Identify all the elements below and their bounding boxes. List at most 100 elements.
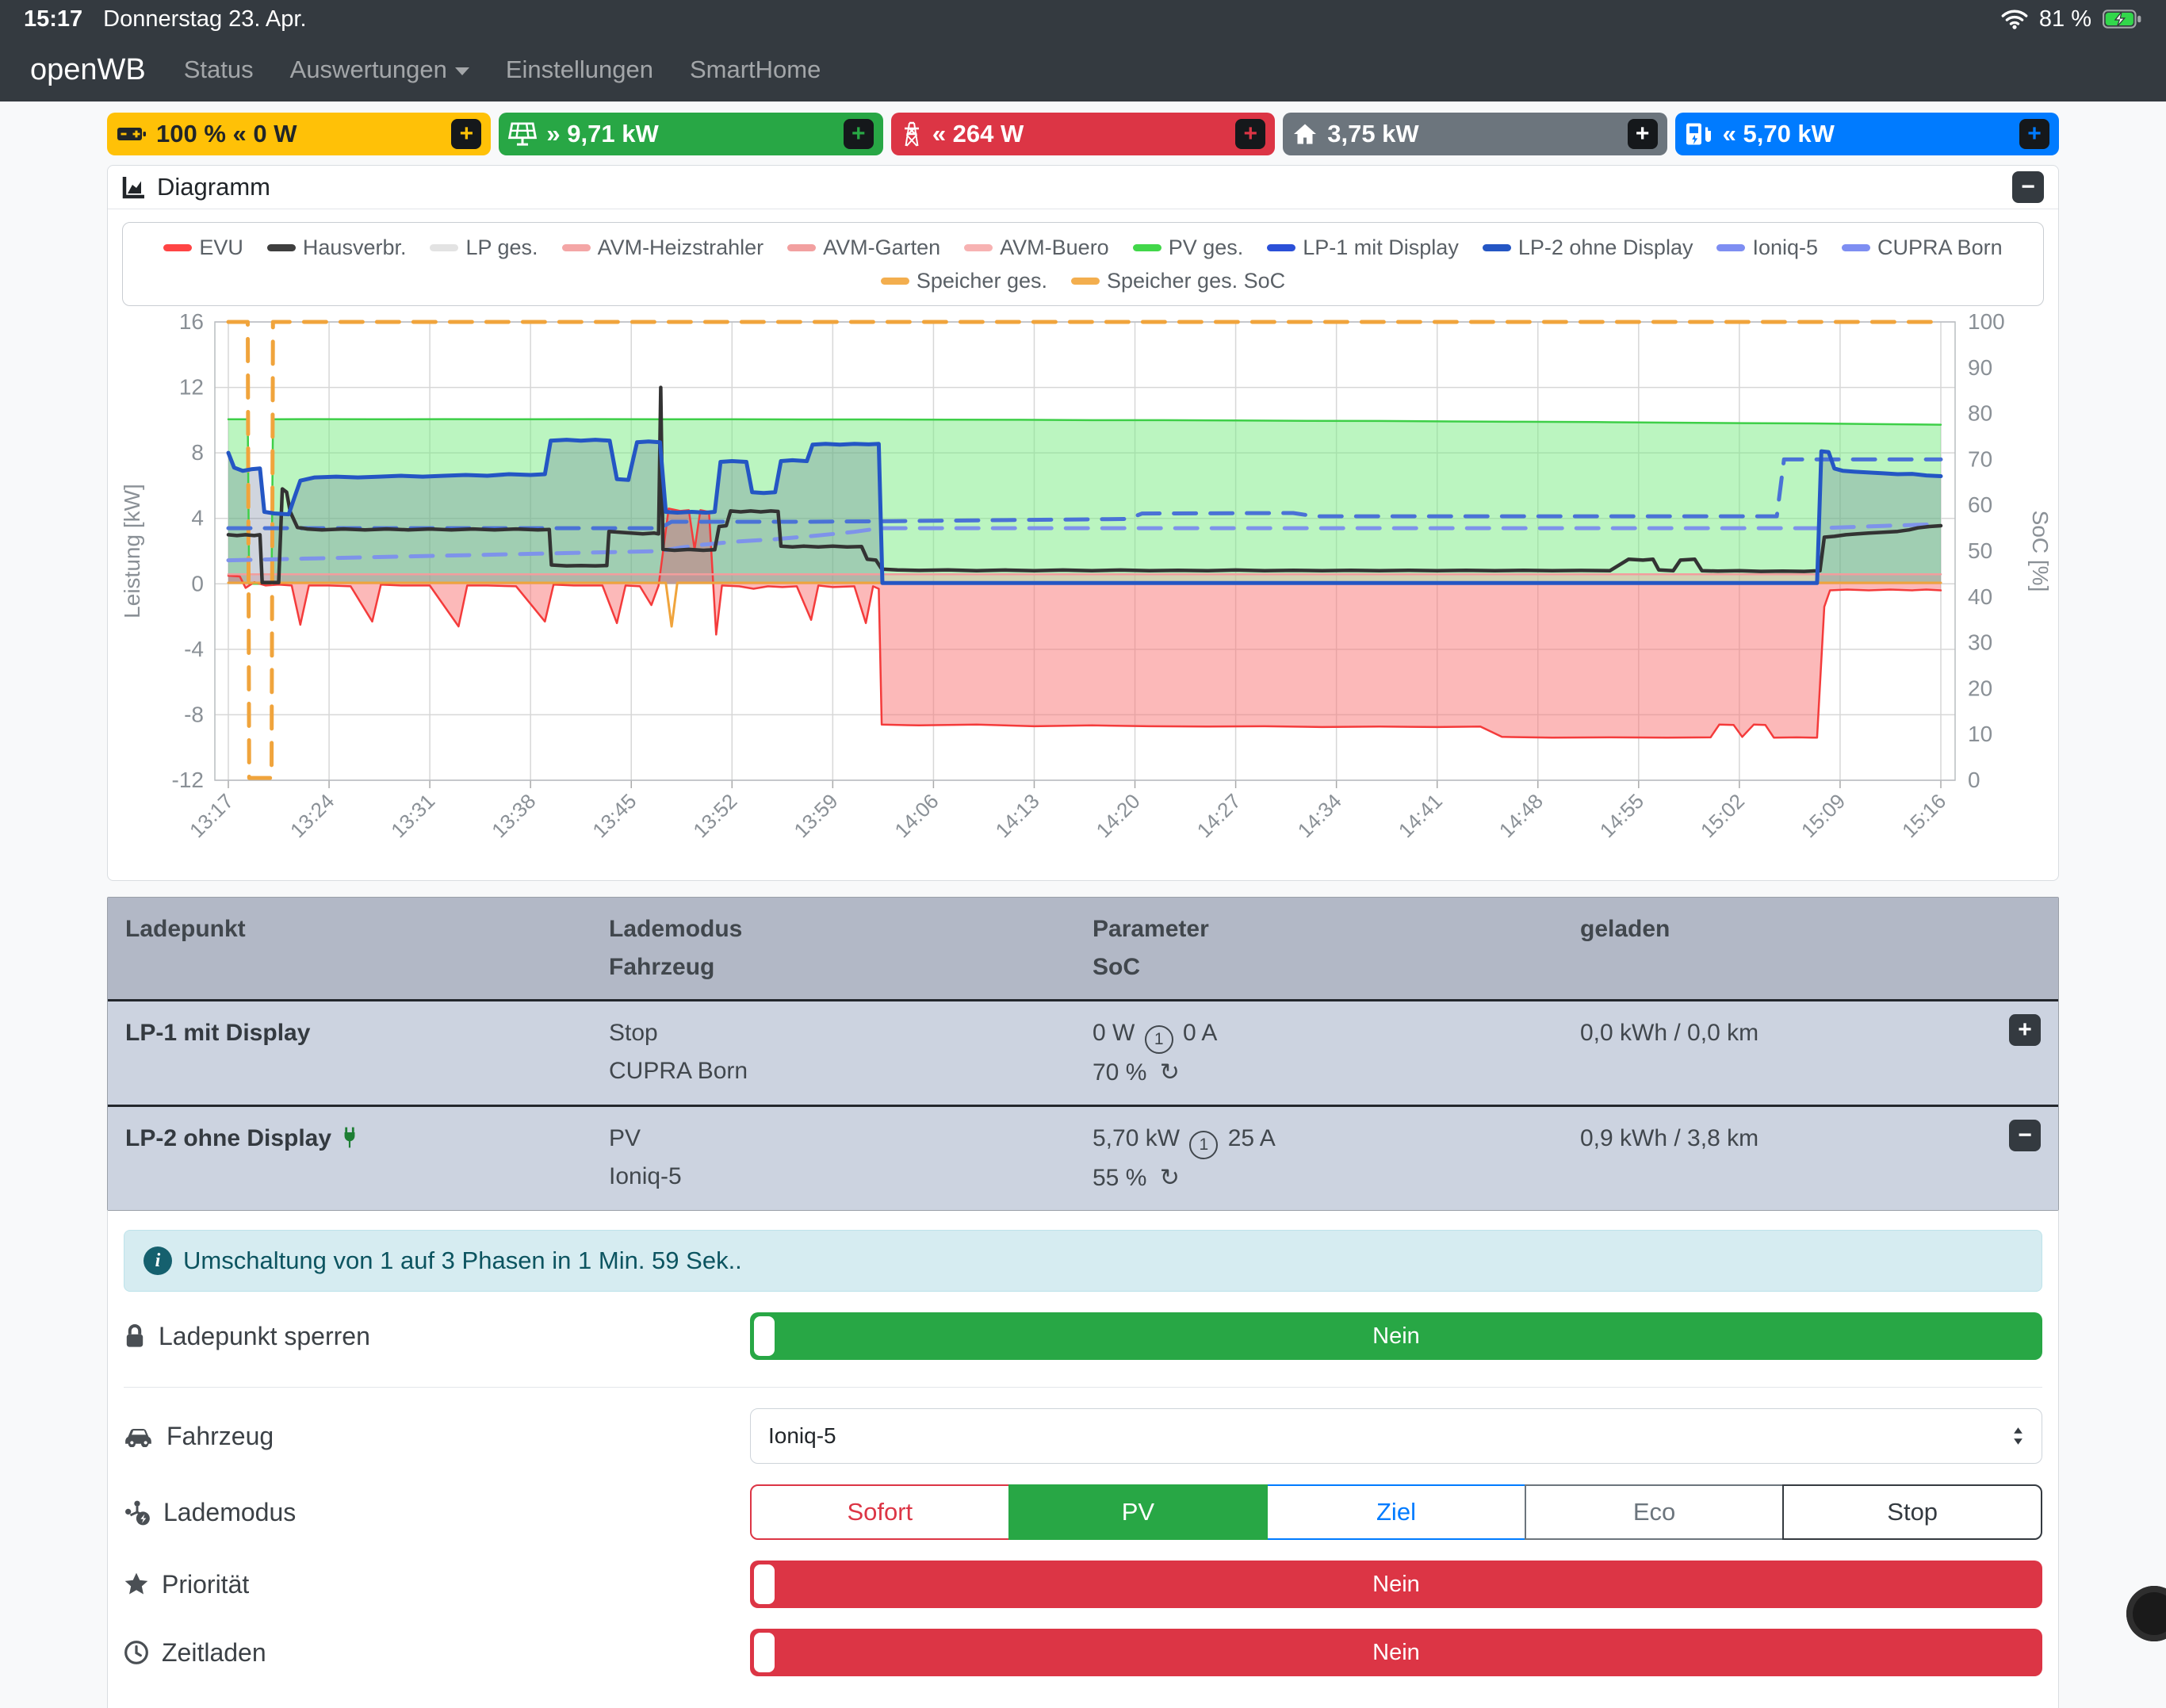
svg-text:14:41: 14:41 — [1394, 789, 1447, 842]
legend-label: AVM-Heizstrahler — [597, 236, 764, 259]
badge-charging-value: « 5,70 kW — [1722, 120, 1835, 147]
svg-text:15:02: 15:02 — [1696, 789, 1749, 842]
badge-battery[interactable]: 100 % « 0 W + — [107, 113, 492, 155]
soc-refresh-icon[interactable]: ↻ — [1159, 1059, 1180, 1086]
nav-item-einstellungen[interactable]: Einstellungen — [506, 56, 653, 84]
nav-item-status[interactable]: Status — [184, 56, 254, 84]
priority-toggle[interactable]: Nein — [750, 1561, 2042, 1608]
legend-label: LP-2 ohne Display — [1517, 236, 1693, 259]
legend-item[interactable]: AVM-Heizstrahler — [561, 231, 764, 264]
priority-toggle-value: Nein — [1372, 1571, 1420, 1597]
vehicle-select-value: Ioniq-5 — [768, 1423, 836, 1448]
brand-openwb[interactable]: openWB — [30, 52, 146, 86]
svg-text:20: 20 — [1968, 676, 1992, 700]
badge-house-expand-button[interactable]: + — [1627, 119, 1658, 149]
legend-swatch — [561, 243, 591, 251]
svg-text:14:34: 14:34 — [1293, 789, 1346, 842]
nav-item-smarthome[interactable]: SmartHome — [690, 56, 821, 84]
svg-text:15:09: 15:09 — [1797, 789, 1850, 842]
header-parameter: Parameter — [1093, 916, 1209, 942]
badge-house-value: 3,75 kW — [1327, 120, 1419, 147]
phases-icon: 1 — [1144, 1025, 1173, 1054]
legend-item[interactable]: Hausverbr. — [266, 231, 406, 264]
lock-toggle[interactable]: Nein — [750, 1312, 2042, 1360]
svg-text:40: 40 — [1968, 584, 1992, 609]
legend-label: LP-1 mit Display — [1303, 236, 1459, 259]
legend-item[interactable]: CUPRA Born — [1842, 231, 2003, 264]
legend-swatch — [1716, 243, 1746, 251]
status-date: Donnerstag 23. Apr. — [103, 6, 307, 32]
timecharge-row: Zeitladen Nein — [124, 1629, 2042, 1676]
legend-item[interactable]: PV ges. — [1132, 231, 1244, 264]
toggle-knob[interactable] — [754, 1316, 775, 1356]
mode-vehicle-cell[interactable]: Stop CUPRA Born — [591, 1001, 1075, 1105]
plug-connected-icon — [341, 1120, 358, 1149]
mode-button-ziel[interactable]: Ziel — [1266, 1484, 1526, 1540]
chart-area: 13:17 13:24 13:31 13:38 13:45 13:52 13:59 14:06… — [108, 309, 2058, 880]
chargepoint-mode: Stop — [609, 1020, 658, 1046]
badge-charging[interactable]: « 5,70 kW + — [1674, 113, 2060, 155]
toggle-knob[interactable] — [754, 1564, 775, 1604]
svg-text:0: 0 — [1968, 768, 1980, 792]
soc-refresh-icon[interactable]: ↻ — [1159, 1164, 1180, 1192]
timecharge-toggle[interactable]: Nein — [750, 1629, 2042, 1676]
svg-text:13:59: 13:59 — [789, 789, 842, 842]
legend-item[interactable]: Speicher ges. — [880, 264, 1047, 297]
vehicle-label: Fahrzeug — [166, 1421, 274, 1450]
header-soc: SoC — [1093, 954, 1140, 980]
badge-pv-value: » 9,71 kW — [546, 120, 659, 147]
vehicle-select[interactable]: Ioniq-5 — [750, 1408, 2042, 1464]
chart-area-icon — [122, 175, 146, 199]
mode-button-sofort[interactable]: Sofort — [750, 1484, 1010, 1540]
svg-text:Leistung [kW]: Leistung [kW] — [120, 484, 144, 618]
mode-vehicle-cell[interactable]: PV Ioniq-5 — [591, 1107, 1075, 1210]
lock-row: Ladepunkt sperren Nein — [124, 1312, 2042, 1360]
legend-item[interactable]: AVM-Garten — [787, 231, 940, 264]
chargepoint-mode: PV — [609, 1125, 641, 1151]
badge-grid[interactable]: « 264 W + — [890, 113, 1276, 155]
battery-icon — [117, 124, 147, 144]
charged-value: 0,0 kWh / 0,0 km — [1580, 1020, 1759, 1046]
charging-station-icon — [1685, 121, 1713, 147]
legend-swatch — [964, 243, 993, 251]
nav-item-auswertungen[interactable]: Auswertungen — [290, 56, 469, 84]
legend-item[interactable]: LP-1 mit Display — [1267, 231, 1459, 264]
svg-text:90: 90 — [1968, 355, 1992, 380]
legend-item[interactable]: EVU — [163, 231, 243, 264]
legend-item[interactable]: LP-2 ohne Display — [1482, 231, 1693, 264]
mode-button-pv[interactable]: PV — [1008, 1484, 1269, 1540]
header-lademodus: Lademodus — [609, 916, 743, 942]
chargepoint-settings: i Umschaltung von 1 auf 3 Phasen in 1 Mi… — [107, 1211, 2059, 1708]
row-expand-button[interactable]: + — [2009, 1014, 2041, 1046]
legend-item[interactable]: Speicher ges. SoC — [1070, 264, 1285, 297]
legend-label: PV ges. — [1168, 236, 1244, 259]
select-chevrons-icon — [2012, 1426, 2024, 1446]
svg-text:8: 8 — [191, 440, 204, 465]
badge-grid-expand-button[interactable]: + — [1235, 119, 1266, 149]
toggle-knob[interactable] — [754, 1633, 775, 1672]
svg-text:13:38: 13:38 — [487, 789, 540, 842]
legend-item[interactable]: Ioniq-5 — [1716, 231, 1818, 264]
legend-label: Speicher ges. — [916, 269, 1047, 293]
row-expand-button[interactable]: − — [2009, 1120, 2041, 1151]
app-navbar: openWB Status Auswertungen Einstellungen Sm… — [0, 38, 2166, 101]
mode-button-stop[interactable]: Stop — [1782, 1484, 2042, 1540]
nav-item-label: SmartHome — [689, 56, 821, 83]
legend-item[interactable]: LP ges. — [430, 231, 538, 264]
badge-pv[interactable]: » 9,71 kW + — [499, 113, 883, 155]
badge-pv-expand-button[interactable]: + — [843, 119, 874, 149]
svg-text:14:13: 14:13 — [990, 789, 1043, 842]
svg-text:16: 16 — [179, 312, 204, 334]
legend-swatch — [880, 277, 909, 285]
badge-grid-value: « 264 W — [932, 120, 1024, 147]
diagram-collapse-button[interactable]: − — [2012, 171, 2044, 203]
svg-text:12: 12 — [179, 375, 204, 400]
chargepoint-name: LP-1 mit Display — [108, 1001, 591, 1105]
mode-button-eco[interactable]: Eco — [1524, 1484, 1785, 1540]
phases-icon: 1 — [1189, 1131, 1219, 1159]
badge-battery-expand-button[interactable]: + — [451, 119, 482, 149]
legend-item[interactable]: AVM-Buero — [964, 231, 1109, 264]
badge-house[interactable]: 3,75 kW + — [1283, 113, 1667, 155]
assistive-touch-indicator[interactable] — [2126, 1586, 2166, 1641]
badge-charging-expand-button[interactable]: + — [2019, 119, 2050, 149]
